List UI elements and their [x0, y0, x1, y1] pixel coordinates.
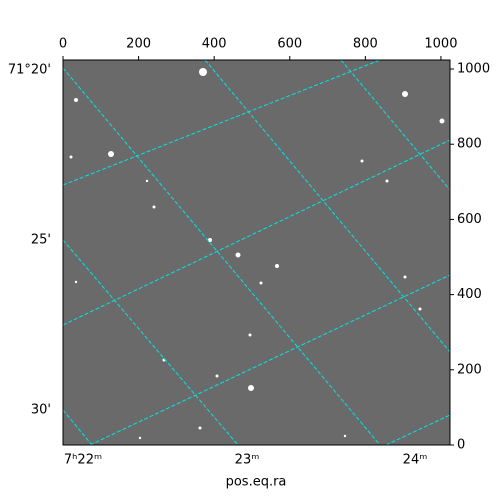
- y-tick-label: 800: [457, 137, 482, 152]
- wcs-grid: [62, 59, 451, 446]
- ra-label: 23ᵐ: [235, 453, 260, 468]
- dec-label: 25': [31, 233, 51, 248]
- x-tick-label: 400: [202, 37, 227, 52]
- x-axis-label: pos.eq.ra: [226, 475, 287, 490]
- y-tick-label: 600: [457, 212, 482, 227]
- x-tick-label: 200: [126, 37, 151, 52]
- x-tick-label: 1000: [424, 37, 457, 52]
- dec-label: 71°20': [8, 63, 51, 78]
- y-tick-label: 1000: [457, 62, 490, 77]
- stars: [69, 68, 445, 440]
- x-tick-label: 0: [59, 37, 67, 52]
- dec-label: 30': [31, 403, 51, 418]
- y-tick-label: 200: [457, 362, 482, 377]
- ra-label: 24ᵐ: [403, 453, 428, 468]
- x-tick-label: 600: [277, 37, 302, 52]
- y-tick-label: 400: [457, 287, 482, 302]
- x-tick-label: 800: [353, 37, 378, 52]
- frame: [62, 59, 451, 446]
- image: [63, 60, 450, 445]
- ra-label: 7ʰ22ᵐ: [64, 453, 102, 468]
- y-tick-label: 0: [457, 438, 465, 453]
